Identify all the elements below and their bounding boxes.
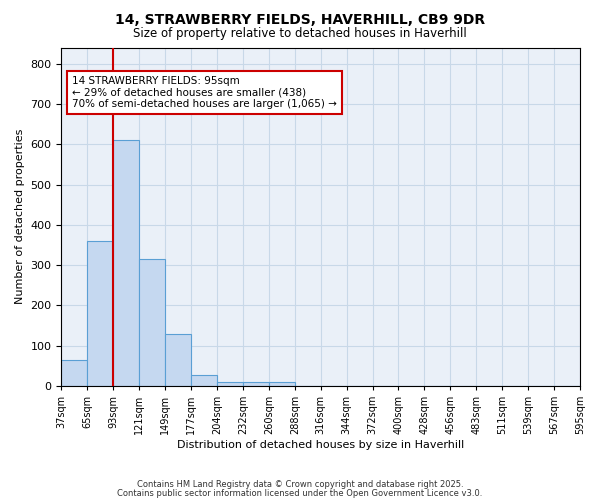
Bar <box>165 334 191 386</box>
Text: Contains public sector information licensed under the Open Government Licence v3: Contains public sector information licen… <box>118 488 482 498</box>
Y-axis label: Number of detached properties: Number of detached properties <box>15 129 25 304</box>
Bar <box>217 382 243 386</box>
Bar <box>269 382 295 386</box>
Text: Contains HM Land Registry data © Crown copyright and database right 2025.: Contains HM Land Registry data © Crown c… <box>137 480 463 489</box>
Bar <box>191 375 217 386</box>
Bar <box>61 360 88 386</box>
Bar <box>113 140 139 386</box>
Text: Size of property relative to detached houses in Haverhill: Size of property relative to detached ho… <box>133 28 467 40</box>
Bar <box>139 259 165 386</box>
Text: 14 STRAWBERRY FIELDS: 95sqm
← 29% of detached houses are smaller (438)
70% of se: 14 STRAWBERRY FIELDS: 95sqm ← 29% of det… <box>72 76 337 109</box>
Text: 14, STRAWBERRY FIELDS, HAVERHILL, CB9 9DR: 14, STRAWBERRY FIELDS, HAVERHILL, CB9 9D… <box>115 12 485 26</box>
Bar <box>88 241 113 386</box>
Bar <box>243 382 269 386</box>
X-axis label: Distribution of detached houses by size in Haverhill: Distribution of detached houses by size … <box>177 440 464 450</box>
